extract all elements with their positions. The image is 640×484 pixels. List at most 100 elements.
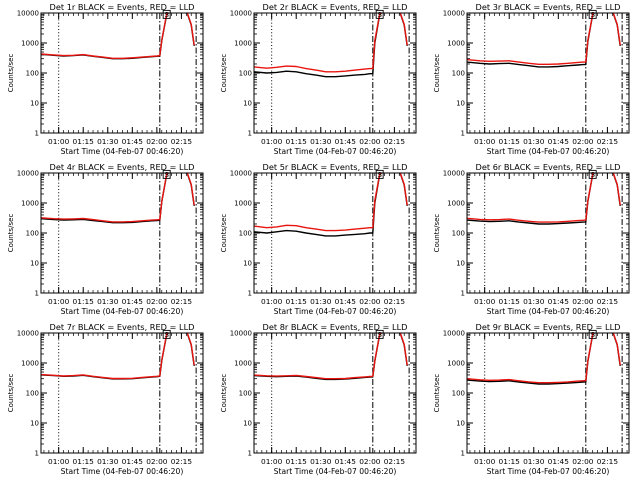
attenuator-state-box <box>375 169 384 179</box>
x-tick-label: 02:15 <box>384 137 406 146</box>
y-axis-label: Counts/sec <box>433 374 441 413</box>
y-tick-label: 100 <box>452 230 465 238</box>
plot-frame <box>253 332 417 454</box>
chart-title: Det 2r BLACK = Events, RED = LLD <box>263 2 408 12</box>
x-axis-label: Start Time (04-Feb-07 00:46:20) <box>274 147 397 156</box>
y-tick-label: 10 <box>456 420 465 428</box>
plot-frame <box>253 12 417 134</box>
x-axis-label: Start Time (04-Feb-07 00:46:20) <box>61 467 184 476</box>
events-rate-line <box>467 13 621 68</box>
x-tick-label: 01:00 <box>48 137 70 146</box>
y-tick-label: 100 <box>239 70 252 78</box>
attenuator-state-label: S <box>164 11 169 19</box>
chart-panel: Det 8r BLACK = Events, RED = LLD Start Ti… <box>220 322 417 476</box>
x-tick-label: 02:00 <box>572 297 594 306</box>
lld-rate-line <box>254 13 408 73</box>
y-axis-label: Counts/sec <box>7 54 15 93</box>
x-axis-label: Start Time (04-Feb-07 00:46:20) <box>61 147 184 156</box>
chart-panel: Det 1r BLACK = Events, RED = LLD Start Ti… <box>7 2 204 156</box>
x-tick-label: 01:30 <box>310 457 332 466</box>
y-tick-label: 10000 <box>443 10 465 18</box>
x-tick-label: 01:15 <box>73 297 95 306</box>
y-tick-label: 10000 <box>17 170 39 178</box>
x-tick-label: 02:00 <box>359 457 381 466</box>
x-tick-label: 01:15 <box>499 297 521 306</box>
x-tick-label: 01:30 <box>97 137 119 146</box>
x-tick-label: 01:30 <box>310 137 332 146</box>
x-tick-label: 02:15 <box>171 297 193 306</box>
y-tick-label: 10000 <box>17 10 39 18</box>
y-tick-label: 10000 <box>443 330 465 338</box>
attenuator-state-label: S <box>164 171 169 179</box>
events-rate-line <box>467 173 621 225</box>
y-tick-label: 1000 <box>21 360 39 368</box>
y-axis-label: Counts/sec <box>7 374 15 413</box>
x-tick-label: 01:30 <box>97 297 119 306</box>
attenuator-state-box <box>375 9 384 19</box>
lld-rate-line <box>254 333 408 380</box>
y-axis-label: Counts/sec <box>433 54 441 93</box>
y-axis-label: Counts/sec <box>220 54 228 93</box>
x-tick-label: 02:15 <box>171 137 193 146</box>
y-axis-label: Counts/sec <box>220 214 228 253</box>
y-tick-label: 1 <box>35 130 39 138</box>
y-tick-label: 10 <box>456 260 465 268</box>
chart-panel: Det 2r BLACK = Events, RED = LLD Start Ti… <box>220 2 417 156</box>
lld-rate-line <box>254 173 408 232</box>
x-tick-label: 01:00 <box>474 457 496 466</box>
attenuator-state-label: S <box>377 331 382 339</box>
chart-panel: Det 5r BLACK = Events, RED = LLD Start Ti… <box>220 162 417 316</box>
y-tick-label: 10 <box>243 100 252 108</box>
y-tick-label: 1000 <box>447 360 465 368</box>
y-tick-label: 10000 <box>230 10 252 18</box>
y-tick-label: 100 <box>239 230 252 238</box>
y-tick-label: 10000 <box>230 170 252 178</box>
y-axis-label: Counts/sec <box>220 374 228 413</box>
y-tick-label: 10 <box>456 100 465 108</box>
attenuator-state-box <box>162 9 171 19</box>
x-tick-label: 01:45 <box>122 457 144 466</box>
x-tick-label: 01:00 <box>474 137 496 146</box>
y-axis-label: Counts/sec <box>433 214 441 253</box>
lld-rate-line <box>41 333 195 380</box>
attenuator-state-label: S <box>590 331 595 339</box>
x-tick-label: 01:45 <box>122 137 144 146</box>
plot-frame <box>466 332 630 454</box>
attenuator-state-label: S <box>377 171 382 179</box>
y-tick-label: 1000 <box>21 200 39 208</box>
chart-title: Det 5r BLACK = Events, RED = LLD <box>263 162 408 172</box>
y-tick-label: 1 <box>35 290 39 298</box>
x-axis-label: Start Time (04-Feb-07 00:46:20) <box>487 307 610 316</box>
x-tick-label: 01:00 <box>261 297 283 306</box>
lld-rate-line <box>467 333 621 384</box>
y-tick-label: 100 <box>26 390 39 398</box>
y-tick-label: 100 <box>452 70 465 78</box>
chart-title: Det 9r BLACK = Events, RED = LLD <box>476 322 621 332</box>
x-tick-label: 01:15 <box>73 137 95 146</box>
y-tick-label: 10 <box>30 260 39 268</box>
y-tick-label: 1000 <box>447 40 465 48</box>
lld-rate-line <box>41 13 195 59</box>
chart-panel: Det 6r BLACK = Events, RED = LLD Start Ti… <box>433 162 630 316</box>
events-rate-line <box>254 173 408 237</box>
plot-frame <box>466 12 630 134</box>
x-tick-label: 01:15 <box>499 457 521 466</box>
x-tick-label: 02:00 <box>146 137 168 146</box>
chart-title: Det 1r BLACK = Events, RED = LLD <box>50 2 195 12</box>
x-tick-label: 02:15 <box>384 297 406 306</box>
y-tick-label: 100 <box>26 70 39 78</box>
x-tick-label: 01:15 <box>286 297 308 306</box>
chart-panel: Det 9r BLACK = Events, RED = LLD Start Ti… <box>433 322 630 476</box>
y-tick-label: 1000 <box>447 200 465 208</box>
y-tick-label: 1 <box>461 290 465 298</box>
x-tick-label: 01:30 <box>523 137 545 146</box>
x-tick-label: 01:45 <box>335 457 357 466</box>
x-axis-label: Start Time (04-Feb-07 00:46:20) <box>274 307 397 316</box>
chart-panel: Det 4r BLACK = Events, RED = LLD Start Ti… <box>7 162 204 316</box>
chart-title: Det 7r BLACK = Events, RED = LLD <box>50 322 195 332</box>
x-tick-label: 02:15 <box>171 457 193 466</box>
x-tick-label: 01:45 <box>548 297 570 306</box>
y-tick-label: 1000 <box>21 40 39 48</box>
x-axis-label: Start Time (04-Feb-07 00:46:20) <box>487 467 610 476</box>
